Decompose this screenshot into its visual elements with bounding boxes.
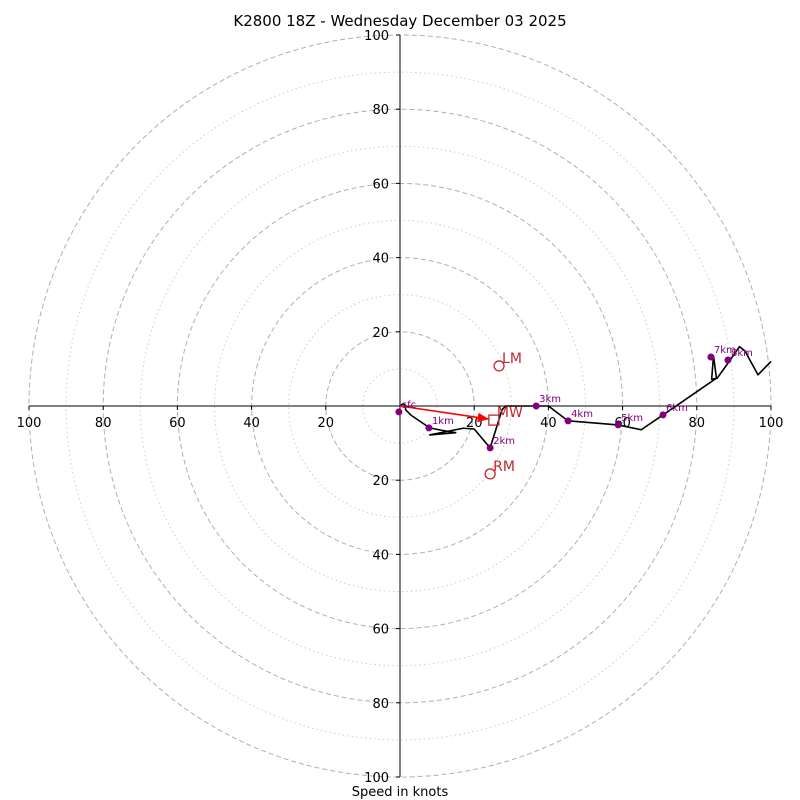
y-tick-label: 100 bbox=[364, 771, 389, 786]
x-tick-label: 40 bbox=[243, 416, 260, 431]
height-label-7km: 7km bbox=[714, 345, 736, 356]
hodograph-trace bbox=[399, 345, 772, 449]
x-tick-label: 60 bbox=[169, 416, 186, 431]
y-tick-label: 60 bbox=[372, 623, 389, 638]
motion-marker-MW bbox=[488, 414, 500, 426]
height-marker-3km bbox=[532, 402, 540, 410]
motion-label-RM: RM bbox=[493, 459, 515, 475]
height-label-2km: 2km bbox=[493, 436, 515, 447]
x-tick-label: 20 bbox=[318, 416, 335, 431]
motion-marker-RM bbox=[484, 468, 496, 480]
chart-title: K2800 18Z - Wednesday December 03 2025 bbox=[233, 12, 566, 30]
height-label-1km: 1km bbox=[432, 416, 454, 427]
height-label-3km: 3km bbox=[539, 394, 561, 405]
y-tick-label: 100 bbox=[364, 29, 389, 44]
y-tick-label: 40 bbox=[372, 548, 389, 563]
height-marker-2km bbox=[486, 444, 494, 452]
height-label-sfc: sfc bbox=[402, 400, 416, 411]
storm-motions: LM RM MW bbox=[484, 351, 523, 480]
y-tick-label: 80 bbox=[372, 103, 389, 118]
shear-vector bbox=[399, 405, 489, 423]
trace-line bbox=[399, 345, 772, 449]
motion-label-LM: LM bbox=[502, 351, 522, 367]
motion-marker-LM bbox=[493, 360, 505, 372]
height-label-6km: 6km bbox=[666, 403, 688, 414]
height-marker-6km bbox=[659, 411, 667, 419]
x-axis-label: Speed in knots bbox=[352, 785, 449, 800]
y-tick-label: 20 bbox=[372, 326, 389, 341]
height-marker-sfc bbox=[395, 408, 403, 416]
height-label-5km: 5km bbox=[621, 413, 643, 424]
x-tick-label: 40 bbox=[540, 416, 557, 431]
y-tick-label: 60 bbox=[372, 177, 389, 192]
height-marker-4km bbox=[564, 417, 572, 425]
y-tick-label: 80 bbox=[372, 697, 389, 712]
x-tick-label: 80 bbox=[689, 416, 706, 431]
height-marker-1km bbox=[425, 424, 433, 432]
motion-label-MW: MW bbox=[497, 405, 523, 421]
height-label-4km: 4km bbox=[571, 409, 593, 420]
y-tick-label: 20 bbox=[372, 474, 389, 489]
y-tick-label: 40 bbox=[372, 252, 389, 267]
height-label-8km: 8km bbox=[731, 348, 753, 359]
x-tick-label: 80 bbox=[95, 416, 112, 431]
height-marker-8km bbox=[724, 356, 732, 364]
x-tick-label: 100 bbox=[759, 416, 784, 431]
height-marker-5km bbox=[614, 421, 622, 429]
height-marker-7km bbox=[707, 353, 715, 361]
x-tick-label: 100 bbox=[17, 416, 42, 431]
